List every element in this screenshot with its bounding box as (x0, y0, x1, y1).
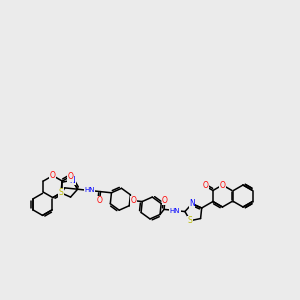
Text: O: O (130, 196, 136, 205)
Text: O: O (97, 196, 103, 205)
Text: S: S (188, 216, 193, 225)
Text: O: O (220, 181, 225, 190)
Text: S: S (58, 188, 63, 197)
Text: N: N (189, 199, 195, 208)
Text: HN: HN (84, 188, 95, 194)
Text: N: N (70, 176, 75, 184)
Text: O: O (50, 171, 56, 180)
Text: O: O (67, 172, 73, 181)
Text: O: O (162, 196, 168, 205)
Text: HN: HN (170, 208, 180, 214)
Text: O: O (202, 182, 208, 190)
